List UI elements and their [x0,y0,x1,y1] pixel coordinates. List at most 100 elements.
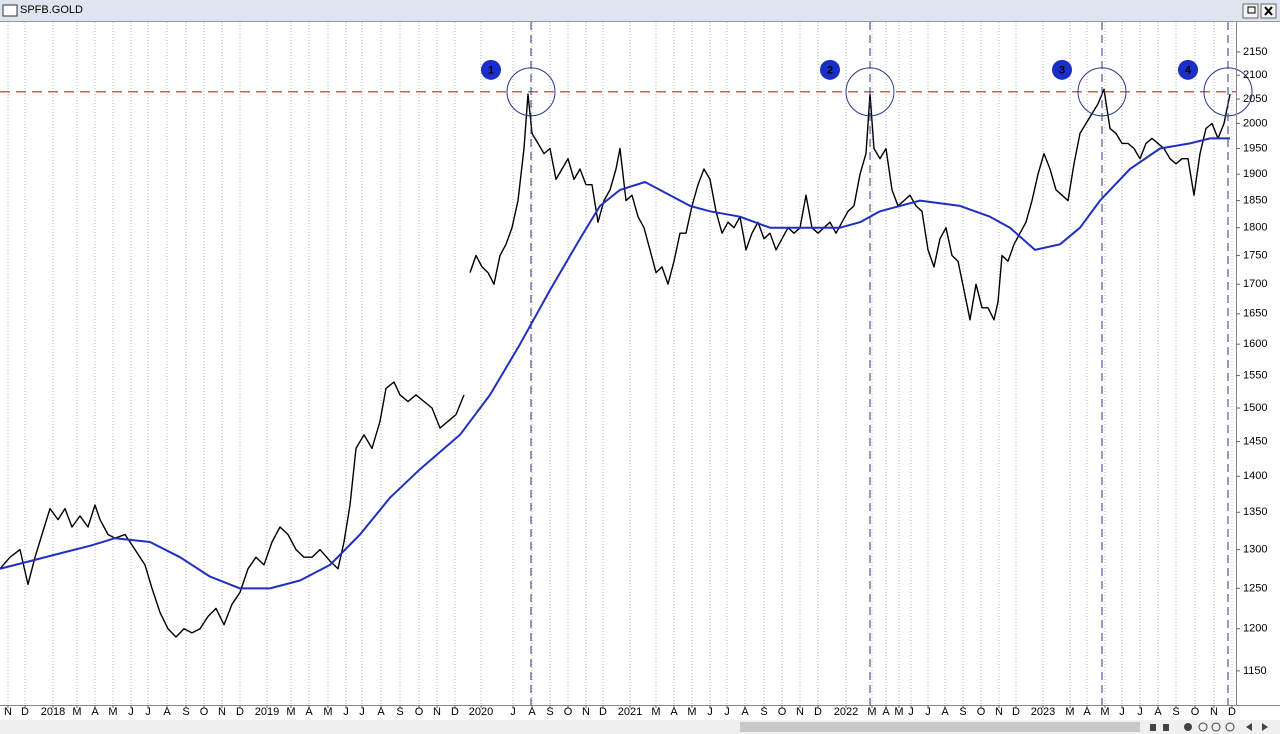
marker-circle [1203,67,1253,117]
y-tick-label: 2050 [1243,93,1267,105]
restore-icon [1247,6,1256,14]
x-tick-label: 2019 [255,706,279,718]
x-tick-label: M [108,706,117,718]
y-tick-label: 2150 [1243,46,1267,58]
y-tick-label: 2000 [1243,117,1267,129]
window-title: SPFB.GOLD [20,4,83,16]
y-tick-label: 1850 [1243,194,1267,206]
x-tick-label: O [977,706,986,718]
x-tick-label: D [451,706,459,718]
x-tick-label: M [867,706,876,718]
marker-circle [845,67,895,117]
x-tick-label: S [760,706,767,718]
x-tick-label: 2021 [618,706,642,718]
y-tick-label: 1950 [1243,142,1267,154]
x-tick-label: J [1119,706,1125,718]
x-tick-label: O [415,706,424,718]
y-tick-label: 1900 [1243,168,1267,180]
x-tick-label: J [128,706,134,718]
x-tick-label: S [182,706,189,718]
y-tick-label: 1750 [1243,249,1267,261]
x-tick-label: J [707,706,713,718]
x-tick-label: O [564,706,573,718]
x-tick-label: A [882,706,890,718]
x-tick-label: M [687,706,696,718]
x-tick-label: D [1228,706,1236,718]
marker-circle [506,67,556,117]
x-tick-label: D [814,706,822,718]
x-tick-label: O [778,706,787,718]
marker-circle [1077,67,1127,117]
x-tick-label: 2018 [41,706,65,718]
y-tick-label: 2100 [1243,69,1267,81]
x-tick-label: D [1012,706,1020,718]
toolbar-icons [1150,722,1268,732]
x-tick-label: N [1210,706,1218,718]
y-tick-label: 1350 [1243,506,1267,518]
y-tick-label: 1500 [1243,402,1267,414]
y-tick-label: 1600 [1243,338,1267,350]
x-tick-label: 2020 [469,706,493,718]
x-tick-label: N [796,706,804,718]
window-icon [2,4,18,17]
x-tick-label: O [1191,706,1200,718]
x-tick-label: A [1154,706,1162,718]
x-tick-label: M [1065,706,1074,718]
marker-badge [1052,59,1072,80]
y-tick-label: 1800 [1243,222,1267,234]
marker-badge [1178,59,1198,80]
x-tick-label: N [433,706,441,718]
marker-label: 3 [1059,65,1065,77]
x-tick-label: M [894,706,903,718]
x-tick-label: A [305,706,313,718]
marker-label: 4 [1185,65,1192,77]
x-tick-label: J [343,706,349,718]
x-tick-label: D [21,706,29,718]
x-tick-label: D [236,706,244,718]
x-tick-label: J [1137,706,1143,718]
x-tick-label: M [1100,706,1109,718]
x-tick-label: A [941,706,949,718]
y-tick-label: 1650 [1243,308,1267,320]
scroll-thumb[interactable] [740,722,1140,732]
x-tick-label: 2022 [834,706,858,718]
x-tick-label: M [72,706,81,718]
restore-button[interactable] [1242,3,1259,19]
x-tick-label: N [582,706,590,718]
y-tick-label: 1450 [1243,435,1267,447]
series-line [0,88,1231,638]
x-tick-label: A [670,706,678,718]
y-tick-label: 1150 [1243,665,1267,677]
x-tick-label: J [724,706,730,718]
x-tick-label: M [323,706,332,718]
x-tick-label: J [925,706,931,718]
x-tick-label: A [377,706,385,718]
x-tick-label: N [4,706,12,718]
x-tick-label: O [200,706,209,718]
y-tick-label: 1300 [1243,543,1267,555]
y-tick-label: 1550 [1243,370,1267,382]
y-tick-label: 1400 [1243,470,1267,482]
x-tick-label: A [163,706,171,718]
y-tick-label: 1250 [1243,582,1267,594]
x-tick-label: M [286,706,295,718]
plot: 1 2 3 4 [0,22,1253,705]
x-tick-label: M [651,706,660,718]
x-tick-label: N [995,706,1003,718]
marker-badge [481,59,501,80]
x-tick-label: A [91,706,99,718]
x-tick-label: S [1172,706,1179,718]
marker-label: 1 [488,65,494,77]
title-bar [0,0,1280,21]
marker-label: 2 [827,65,833,77]
y-tick-label: 1200 [1243,623,1267,635]
x-tick-label: J [359,706,365,718]
series-line [0,137,1230,590]
x-tick-label: 2023 [1031,706,1055,718]
x-tick-label: A [1083,706,1091,718]
x-tick-label: A [741,706,749,718]
x-tick-label: S [959,706,966,718]
x-tick-label: S [546,706,553,718]
x-tick-label: J [145,706,151,718]
